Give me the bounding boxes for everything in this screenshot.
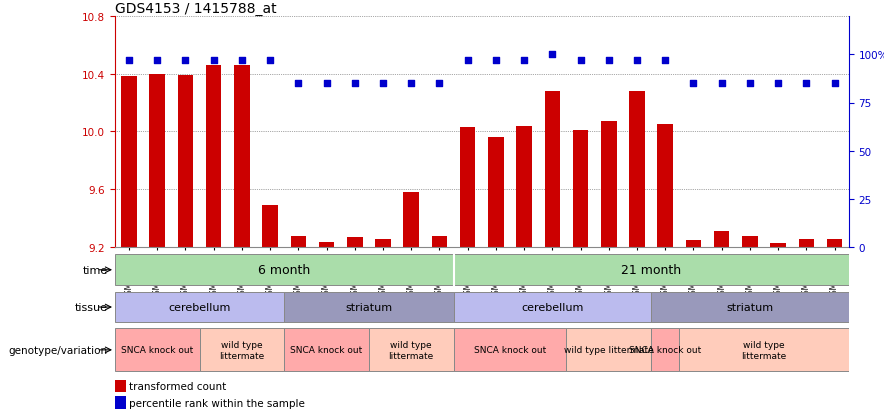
Point <box>319 81 333 87</box>
Bar <box>375 239 391 248</box>
Bar <box>652 329 679 371</box>
Bar <box>742 236 758 248</box>
Point <box>235 57 249 64</box>
Text: wild type
littermate: wild type littermate <box>389 340 434 360</box>
Bar <box>291 236 306 248</box>
Text: GDS4153 / 1415788_at: GDS4153 / 1415788_at <box>115 2 277 16</box>
Point <box>574 57 588 64</box>
Bar <box>369 329 453 371</box>
Point <box>150 57 164 64</box>
Text: SNCA knock out: SNCA knock out <box>291 346 362 354</box>
Text: SNCA knock out: SNCA knock out <box>121 346 194 354</box>
Point <box>714 81 728 87</box>
Text: wild type littermate: wild type littermate <box>564 346 653 354</box>
Bar <box>403 193 419 248</box>
Text: cerebellum: cerebellum <box>522 302 583 312</box>
Point <box>263 57 278 64</box>
Bar <box>453 255 849 285</box>
Text: tissue: tissue <box>74 302 108 312</box>
Bar <box>347 238 362 248</box>
Text: cerebellum: cerebellum <box>168 302 231 312</box>
Bar <box>263 206 278 248</box>
Text: genotype/variation: genotype/variation <box>9 345 108 355</box>
Text: wild type
littermate: wild type littermate <box>742 340 787 360</box>
Point <box>122 57 136 64</box>
Bar <box>652 292 849 323</box>
Bar <box>460 128 476 248</box>
Point <box>432 81 446 87</box>
Bar <box>178 76 194 248</box>
Bar <box>714 232 729 248</box>
Bar <box>115 255 453 285</box>
Bar <box>285 329 369 371</box>
Point <box>602 57 616 64</box>
Text: striatum: striatum <box>727 302 774 312</box>
Bar <box>658 125 673 248</box>
Point <box>743 81 757 87</box>
Bar <box>121 77 137 248</box>
Point <box>179 57 193 64</box>
Bar <box>453 292 652 323</box>
Point <box>489 57 503 64</box>
Bar <box>679 329 849 371</box>
Bar <box>629 92 644 248</box>
Text: 6 month: 6 month <box>258 263 310 277</box>
Bar <box>567 329 652 371</box>
Text: percentile rank within the sample: percentile rank within the sample <box>129 398 305 408</box>
Point <box>461 57 475 64</box>
Bar <box>453 329 567 371</box>
Text: striatum: striatum <box>346 302 392 312</box>
Point <box>404 81 418 87</box>
Text: 21 month: 21 month <box>621 263 682 277</box>
Point <box>659 57 673 64</box>
Bar <box>149 74 165 248</box>
Text: time: time <box>82 265 108 275</box>
Point <box>292 81 306 87</box>
Bar <box>234 66 249 248</box>
Bar <box>200 329 285 371</box>
Bar <box>431 236 447 248</box>
Bar <box>601 122 616 248</box>
Point <box>376 81 390 87</box>
Bar <box>573 131 589 248</box>
Text: SNCA knock out: SNCA knock out <box>629 346 701 354</box>
Bar <box>545 92 560 248</box>
Point <box>771 81 785 87</box>
Text: wild type
littermate: wild type littermate <box>219 340 264 360</box>
Text: SNCA knock out: SNCA knock out <box>474 346 546 354</box>
Point <box>686 81 700 87</box>
Bar <box>285 292 453 323</box>
Bar <box>770 244 786 248</box>
Bar <box>686 241 701 248</box>
Bar <box>516 126 532 248</box>
Point <box>799 81 813 87</box>
Point <box>347 81 362 87</box>
Bar <box>488 138 504 248</box>
Bar <box>206 66 222 248</box>
Bar <box>798 239 814 248</box>
Point <box>630 57 644 64</box>
Point <box>517 57 531 64</box>
Bar <box>115 292 285 323</box>
Point <box>207 57 221 64</box>
Point <box>827 81 842 87</box>
Bar <box>827 239 842 248</box>
Bar <box>319 242 334 248</box>
Bar <box>115 329 200 371</box>
Text: transformed count: transformed count <box>129 381 226 391</box>
Point <box>545 52 560 58</box>
